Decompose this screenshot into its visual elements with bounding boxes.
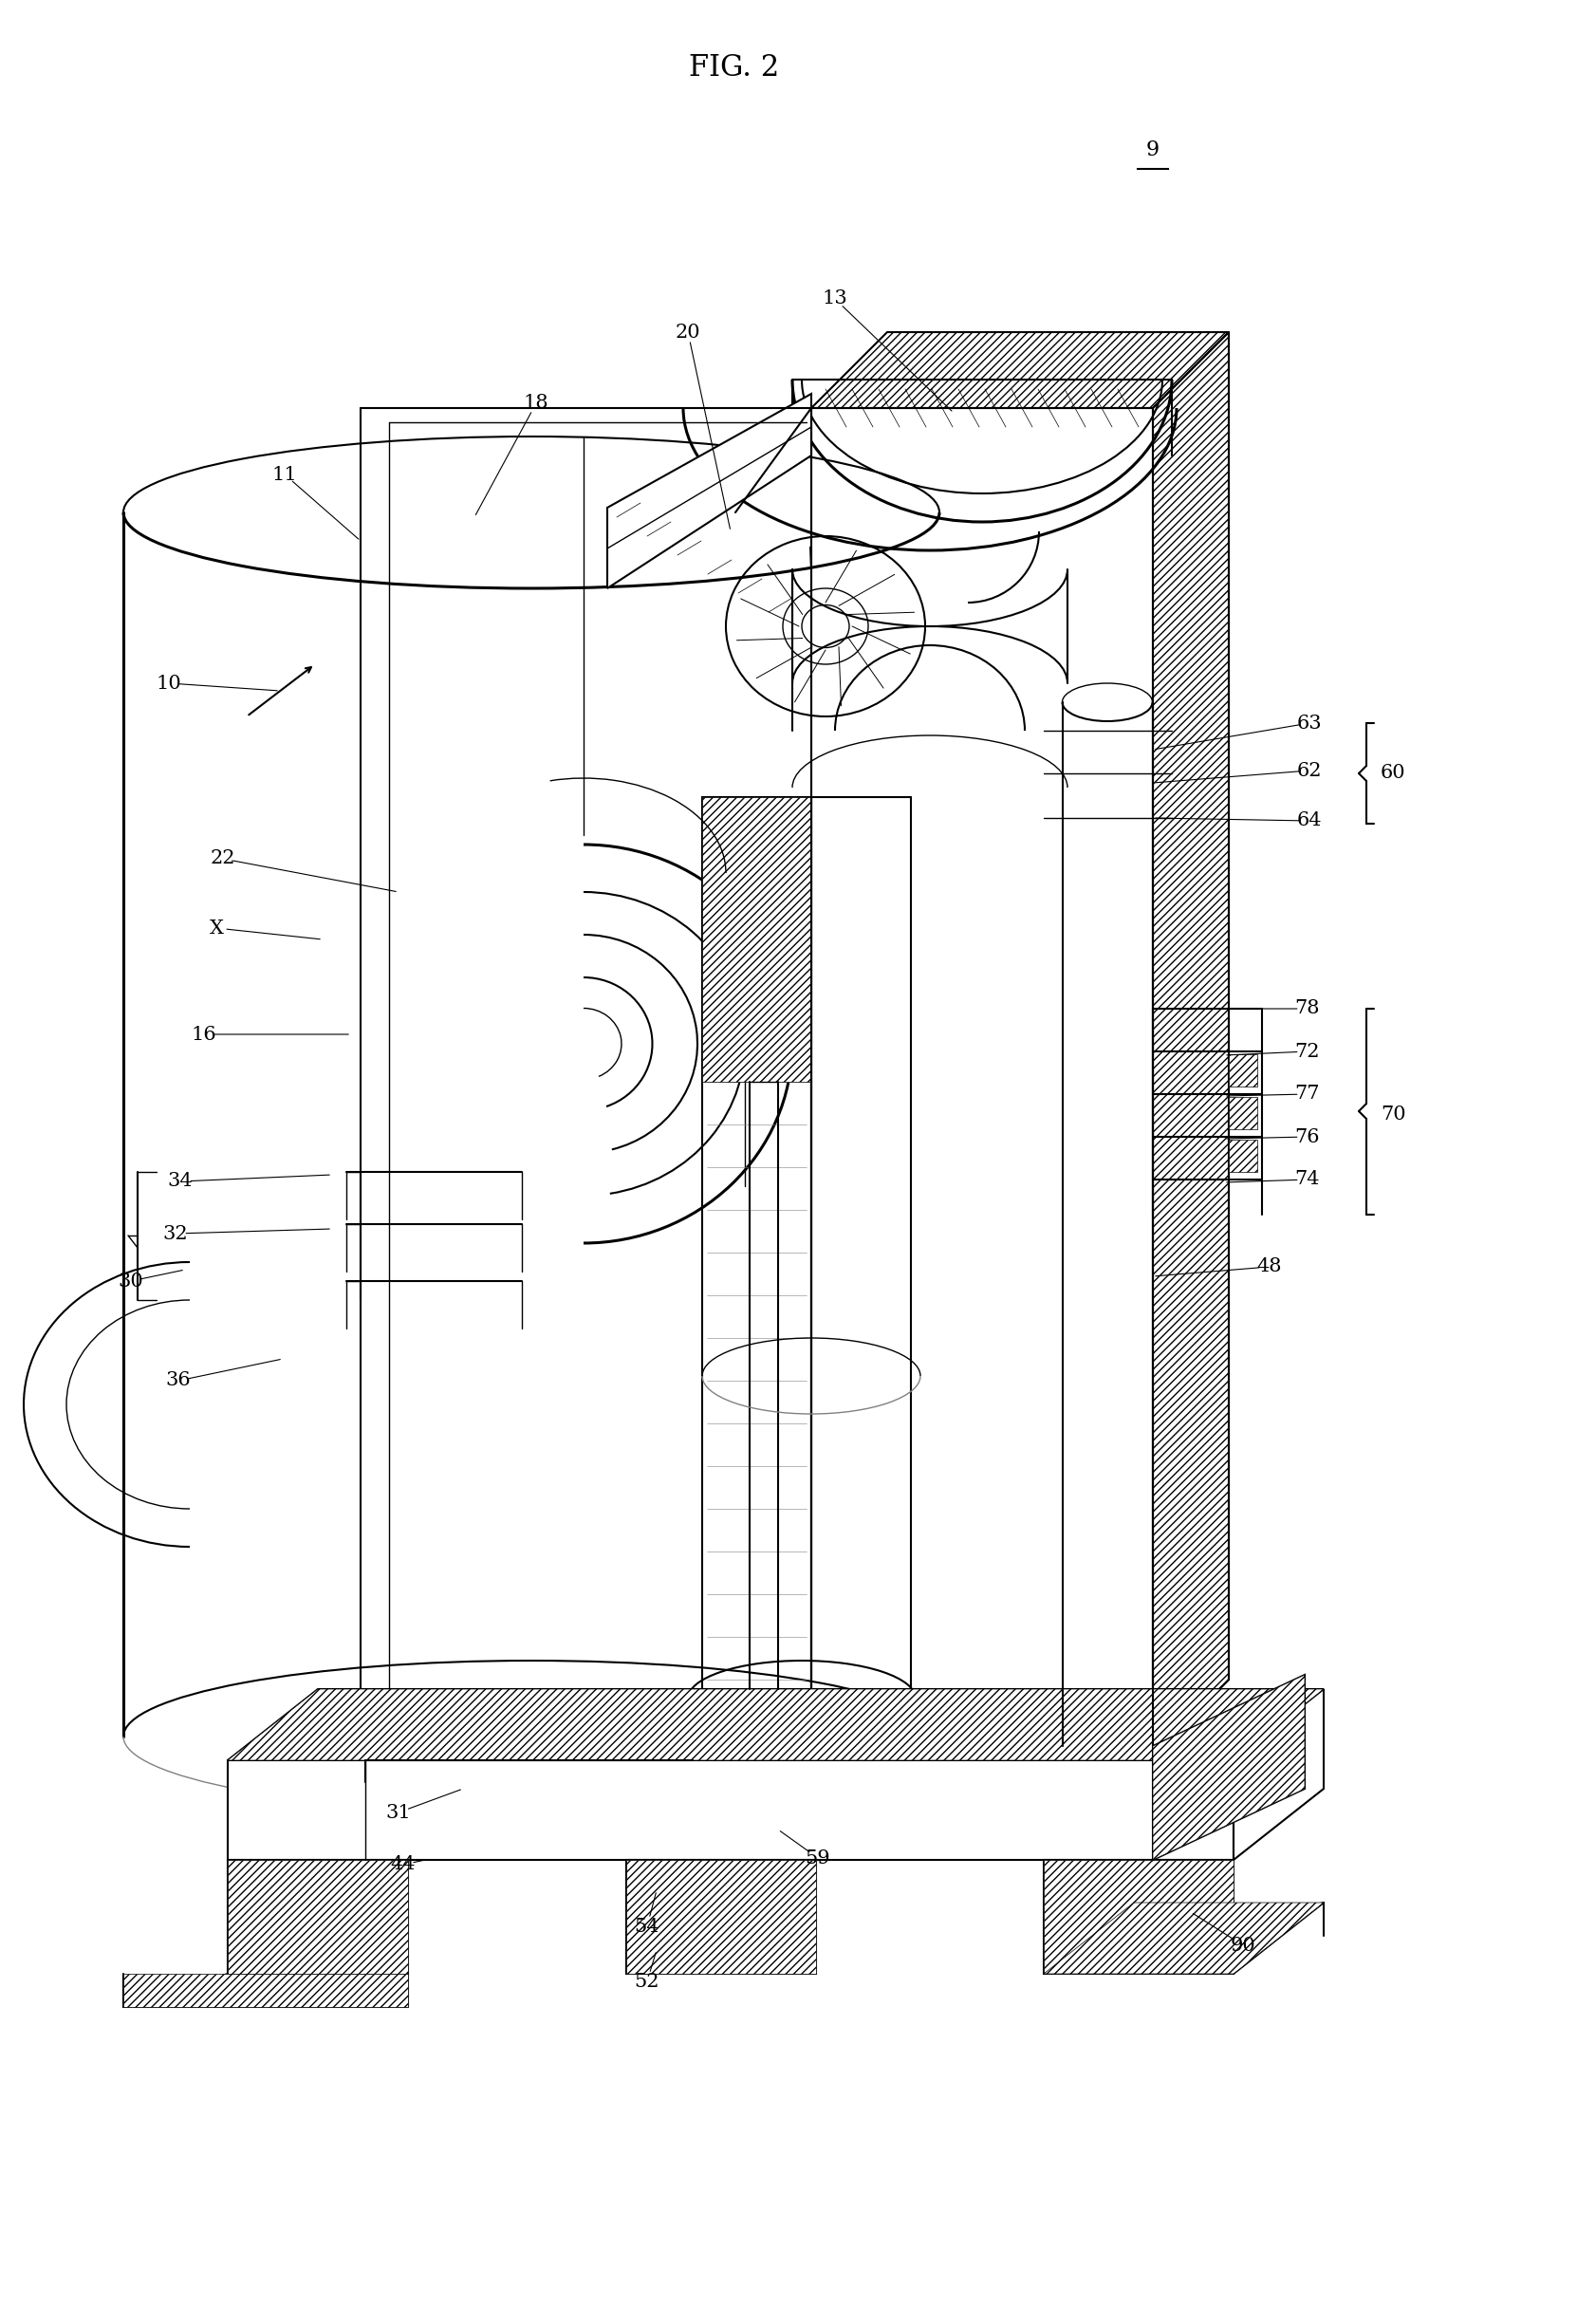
Text: 16: 16 bbox=[192, 1025, 217, 1044]
Text: 62: 62 bbox=[1298, 763, 1321, 779]
Polygon shape bbox=[626, 1859, 816, 1975]
Polygon shape bbox=[123, 1975, 409, 2007]
Text: 77: 77 bbox=[1294, 1085, 1320, 1104]
Polygon shape bbox=[1229, 1055, 1258, 1087]
Polygon shape bbox=[606, 394, 811, 588]
Text: 52: 52 bbox=[635, 1972, 659, 1991]
Text: 64: 64 bbox=[1298, 811, 1321, 829]
Text: 90: 90 bbox=[1231, 1935, 1256, 1954]
Polygon shape bbox=[1044, 1859, 1234, 1975]
Text: FIG. 2: FIG. 2 bbox=[689, 53, 779, 83]
Text: 36: 36 bbox=[166, 1371, 192, 1389]
Polygon shape bbox=[228, 1859, 409, 1975]
Text: 63: 63 bbox=[1298, 714, 1321, 733]
Text: 32: 32 bbox=[163, 1226, 188, 1242]
Polygon shape bbox=[1152, 332, 1229, 1756]
Text: 10: 10 bbox=[156, 675, 182, 691]
Text: 44: 44 bbox=[391, 1855, 417, 1873]
Polygon shape bbox=[1044, 1859, 1234, 1975]
Polygon shape bbox=[1152, 1675, 1304, 1859]
Polygon shape bbox=[811, 332, 1229, 408]
Polygon shape bbox=[228, 1689, 1323, 1760]
Text: X: X bbox=[209, 919, 223, 938]
Polygon shape bbox=[702, 797, 811, 1083]
Text: 78: 78 bbox=[1294, 1000, 1320, 1018]
Text: 48: 48 bbox=[1258, 1258, 1282, 1276]
Text: 22: 22 bbox=[211, 850, 236, 869]
Text: 70: 70 bbox=[1381, 1106, 1406, 1124]
Polygon shape bbox=[228, 1689, 1323, 1760]
Text: 60: 60 bbox=[1381, 765, 1406, 783]
Text: 31: 31 bbox=[386, 1804, 412, 1822]
Text: 11: 11 bbox=[271, 465, 297, 484]
Polygon shape bbox=[688, 1698, 916, 1841]
Text: 59: 59 bbox=[806, 1850, 830, 1866]
Text: 76: 76 bbox=[1294, 1127, 1320, 1145]
Polygon shape bbox=[1044, 1903, 1323, 1975]
Polygon shape bbox=[1152, 1675, 1304, 1859]
Polygon shape bbox=[626, 1859, 816, 1975]
Text: 54: 54 bbox=[635, 1917, 659, 1935]
Text: 20: 20 bbox=[675, 323, 701, 341]
Polygon shape bbox=[1229, 1097, 1258, 1129]
Text: 30: 30 bbox=[118, 1272, 144, 1290]
Polygon shape bbox=[228, 1859, 409, 1975]
Text: 9: 9 bbox=[1146, 141, 1160, 161]
Polygon shape bbox=[1229, 1140, 1258, 1173]
Polygon shape bbox=[228, 1760, 1234, 1859]
Text: 18: 18 bbox=[523, 394, 549, 412]
Text: 72: 72 bbox=[1294, 1041, 1320, 1060]
Text: 74: 74 bbox=[1294, 1170, 1320, 1189]
Text: 13: 13 bbox=[822, 290, 847, 309]
Polygon shape bbox=[1234, 1689, 1323, 1859]
Text: 34: 34 bbox=[168, 1173, 193, 1191]
